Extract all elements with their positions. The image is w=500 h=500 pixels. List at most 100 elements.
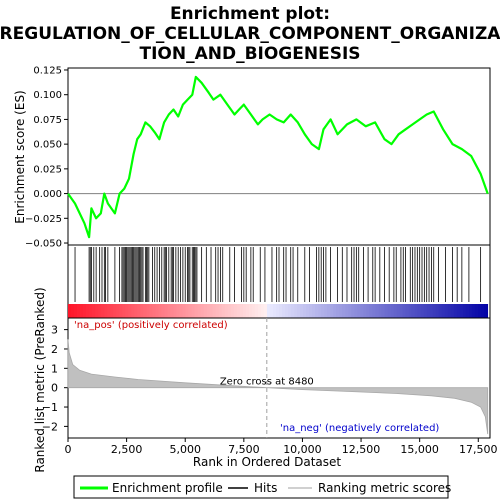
es-ytick-label: 0.000 [33,189,62,200]
heatbar-cell [372,304,376,318]
heatbar-cell [357,304,361,318]
heatbar-cell [354,304,358,318]
heatbar-cell [212,304,217,318]
heatbar-cell [282,304,286,318]
rank-ytick-label: 1 [51,362,58,375]
heatbar-cell [405,304,410,318]
heatbar-cell [116,304,120,318]
heatbar-cell [303,304,307,318]
heatbar-cell [245,304,250,318]
heatbar-cell [179,304,183,318]
xtick-label: 17,500 [459,443,498,456]
heatbar-cell [408,304,413,318]
heatbar-cell [161,304,165,318]
heatbar-cell [330,304,334,318]
heatbar-cell [312,304,316,318]
heatbar-cell [315,304,319,318]
heatbar-cell [248,304,253,318]
heatbar-cell [218,304,223,318]
heatbar-cell [381,304,385,318]
rank-ytick-label: 3 [51,324,58,337]
xtick-label: 10,000 [283,443,322,456]
es-ytick-label: 0.100 [33,90,62,101]
rank-ytick-label: −1 [42,401,58,414]
es-ytick-label: −0.025 [25,214,62,225]
chart-title-line-2: REGULATION_OF_CELLULAR_COMPONENT_ORGANIZ… [0,24,500,44]
ranking-metric-area [67,339,489,435]
es-ytick-label: 0.125 [33,65,62,76]
heatbar-cell [423,304,428,318]
xtick-label: 12,500 [342,443,381,456]
xtick-label: 5,000 [169,443,201,456]
heatbar-cell [260,304,265,318]
heatbar-cell [336,304,340,318]
es-ytick-label: −0.050 [25,239,62,250]
heatbar-cell [227,304,232,318]
heatbar-cell [86,304,90,318]
heatbar-cell [327,304,331,318]
heatbar-cell [131,304,135,318]
legend-profile-label: Enrichment profile [112,481,223,495]
heatbar-cell [89,304,93,318]
heatbar-cell [224,304,229,318]
pos-correlated-label: 'na_pos' (positively correlated) [74,320,228,331]
heatbar-cell [125,304,129,318]
rank-panel-frame [67,317,491,439]
legend-hits-label: Hits [254,481,277,495]
es-panel-frame [67,67,491,246]
heatbar-cell [104,304,108,318]
heatbar-cell [182,304,186,318]
heatbar-cell [402,304,406,318]
es-axis-label: Enrichment score (ES) [13,90,27,223]
heatbar-cell [92,304,96,318]
heatbar-cell [98,304,102,318]
heatbar-cell [360,304,364,318]
heatbar-cell [384,304,388,318]
heatbar-cell [348,304,352,318]
heatbar-cell [471,304,476,318]
heatbar-cell [411,304,416,318]
heatbar-cell [155,304,159,318]
heatbar-cell [321,304,325,318]
legend-metric-label: Ranking metric scores [318,481,451,495]
heatbar-cell [399,304,403,318]
heatbar-cell [197,304,202,318]
chart-title-line-1: Enrichment plot: [170,4,330,24]
heatbar-cell [95,304,99,318]
heatbar-cell [170,304,174,318]
heatbar-cell [173,304,177,318]
heatbar-cell [480,304,485,318]
xtick-label: 15,000 [400,443,439,456]
heatbar-cell [363,304,367,318]
heatbar-cell [209,304,214,318]
neg-correlated-label: 'na_neg' (negatively correlated) [280,423,439,434]
rank-axis-label: Ranked list metric (PreRanked) [33,287,47,472]
rank-ytick-label: −2 [42,420,58,433]
heatbar-cell [74,304,78,318]
heatbar-cell [435,304,440,318]
chart-title-line-3: TION_AND_BIOGENESIS [139,44,360,64]
heatbar-cell [137,304,141,318]
heatbar-cell [242,304,247,318]
heatbar-cell [279,304,283,318]
heatbar-cell [176,304,180,318]
heatbar-cell [269,304,274,318]
heatbar-cell [291,304,295,318]
rank-ytick-label: 0 [51,382,58,395]
heatbar-cell [215,304,220,318]
heatbar-cell [297,304,301,318]
heatbar-cell [474,304,479,318]
heatbar-cell [444,304,449,318]
heatbar-cell [251,304,256,318]
heatbar-cell [438,304,443,318]
heatbar-cell [429,304,434,318]
heatbar-cell [83,304,87,318]
heatbar-cell [366,304,370,318]
heatbar-cell [426,304,431,318]
heatbar-cell [465,304,470,318]
heatbar-cell [306,304,310,318]
heatbar-cell [450,304,455,318]
rank-ytick-label: 2 [51,343,58,356]
es-ytick-label: 0.050 [33,140,62,151]
heatbar-cell [318,304,322,318]
